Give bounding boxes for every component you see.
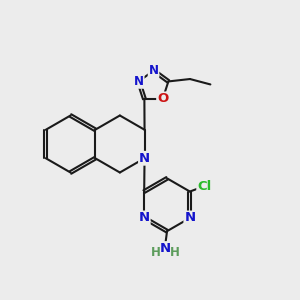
Text: N: N [139,152,150,165]
Text: O: O [157,92,168,105]
Text: N: N [148,64,158,77]
Text: N: N [160,242,171,255]
Text: N: N [134,75,144,88]
Text: Cl: Cl [197,180,212,193]
Text: N: N [139,212,150,224]
Text: H: H [169,246,179,259]
Text: N: N [184,212,196,224]
Text: H: H [151,246,161,259]
